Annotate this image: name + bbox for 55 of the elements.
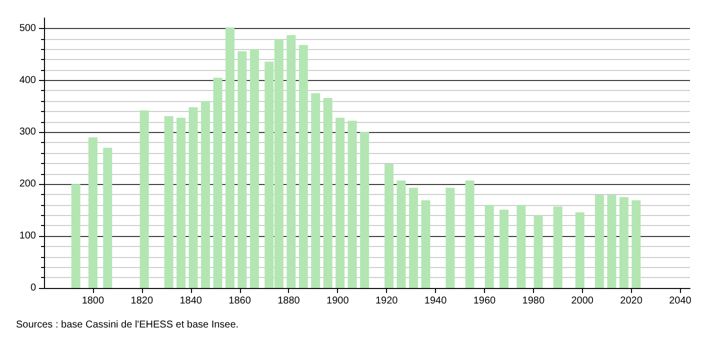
x-tick-label: 2020 <box>620 296 643 306</box>
x-tick-label: 1960 <box>473 296 496 306</box>
bar <box>250 49 259 288</box>
bar <box>553 206 562 288</box>
x-tick-label: 1940 <box>424 296 448 306</box>
bar <box>360 132 370 288</box>
y-tick-label: 300 <box>19 126 36 138</box>
bar <box>201 101 210 288</box>
x-tick-label: 1900 <box>326 296 350 306</box>
bar <box>164 116 174 288</box>
bar <box>286 35 296 288</box>
y-tick-label: 400 <box>19 74 36 86</box>
bar <box>396 180 406 288</box>
bar <box>336 118 345 288</box>
bar <box>348 120 357 288</box>
bar <box>225 27 234 288</box>
bar <box>140 110 149 288</box>
bar <box>238 51 247 288</box>
bar <box>188 107 198 288</box>
bar <box>632 200 641 288</box>
bar <box>88 137 98 288</box>
x-tick-label: 1920 <box>375 296 398 306</box>
x-tick-label: 1860 <box>228 296 252 306</box>
y-tick-label: 200 <box>19 178 36 190</box>
bar <box>534 215 543 288</box>
bar <box>384 164 394 288</box>
x-tick-label: 1840 <box>180 296 202 306</box>
x-tick-label: 1880 <box>278 296 300 306</box>
source-note: Sources : base Cassini de l'EHESS et base Insee. <box>16 320 239 330</box>
bar <box>594 195 604 288</box>
bar <box>71 184 80 288</box>
x-tick-label: 1980 <box>522 296 545 306</box>
x-tick-label: 2040 <box>669 296 692 306</box>
bar <box>500 210 509 288</box>
bar <box>408 188 418 288</box>
bar <box>619 197 628 288</box>
bar <box>516 204 526 288</box>
bar <box>213 78 222 288</box>
x-tick-label: 1820 <box>130 296 154 306</box>
bar <box>311 93 320 288</box>
bar <box>465 180 474 288</box>
x-tick-label: 2000 <box>571 296 594 306</box>
bar <box>446 188 455 288</box>
bar <box>421 200 430 288</box>
bar <box>103 148 112 288</box>
bar <box>176 118 186 288</box>
y-tick-label: 500 <box>19 22 36 34</box>
x-tick-label: 1800 <box>82 296 104 306</box>
y-tick-label: 100 <box>19 230 36 242</box>
bar <box>575 212 584 288</box>
bar <box>323 98 332 288</box>
bar <box>484 204 494 288</box>
bar <box>607 195 616 288</box>
y-tick-label: 0 <box>30 282 36 294</box>
bar <box>298 45 308 288</box>
